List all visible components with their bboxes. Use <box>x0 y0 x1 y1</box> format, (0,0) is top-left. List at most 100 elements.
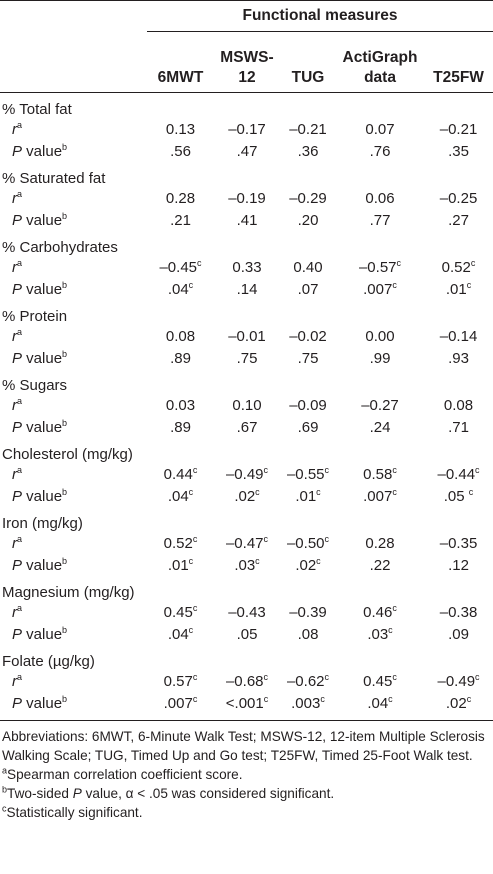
row-label-symbol: r <box>12 327 17 345</box>
cell-value: .02 <box>234 487 256 505</box>
cell-value: –0.55 <box>286 465 325 483</box>
cell-value: 0.52 <box>163 534 193 552</box>
p-value-row: P valueb .89 .75 .75 .99 .93 <box>0 347 493 369</box>
table-cell: .05 c <box>424 485 493 507</box>
cell-value: –0.39 <box>289 603 327 621</box>
footnote-text: Spearman correlation coefficient score. <box>7 767 243 782</box>
cell-value: 0.40 <box>293 258 323 276</box>
significance-mark: c <box>468 486 474 497</box>
cell-value: <.001 <box>225 694 264 712</box>
significance-mark: c <box>192 533 198 544</box>
significance-mark: c <box>263 671 269 682</box>
table-cell: 0.03 <box>147 394 214 416</box>
row-label: ra <box>0 601 147 623</box>
footnotes: Abbreviations: 6MWT, 6-Minute Walk Test;… <box>0 721 493 822</box>
table-cell: .89 <box>147 347 214 369</box>
table-cell: –0.47c <box>214 532 280 554</box>
row-label-mark: b <box>62 693 68 704</box>
significance-mark: c <box>263 464 269 475</box>
cell-value: .76 <box>369 142 391 160</box>
cell-value: .007 <box>363 487 393 505</box>
cell-value: 0.28 <box>365 534 395 552</box>
group-label: % Carbohydrates <box>2 239 118 256</box>
cell-value: 0.10 <box>232 396 262 414</box>
group-row: % Sugars <box>0 369 493 394</box>
row-label-mark: a <box>17 326 23 337</box>
cell-value: –0.09 <box>289 396 327 414</box>
table-cell: .07 <box>280 278 336 300</box>
row-label-mark: b <box>62 417 68 428</box>
p-value-row: P valueb .89 .67 .69 .24 .71 <box>0 416 493 438</box>
group-label: % Sugars <box>2 377 68 394</box>
row-label-symbol: P <box>12 418 23 436</box>
table-cell: .35 <box>424 140 493 162</box>
table-cell: 0.52c <box>147 532 214 554</box>
table-cell: 0.10 <box>214 394 280 416</box>
table-cell: .22 <box>336 554 424 576</box>
cell-value: .04 <box>167 487 189 505</box>
group-row: Cholesterol (mg/kg) <box>0 438 493 463</box>
table-cell: 0.45c <box>336 670 424 692</box>
cell-value: –0.17 <box>228 120 266 138</box>
significance-mark: c <box>188 624 194 635</box>
cell-value: .56 <box>170 142 191 160</box>
cell-value: –0.29 <box>289 189 327 207</box>
significance-mark: c <box>316 486 321 497</box>
table-cell: –0.09 <box>280 394 336 416</box>
significance-mark: c <box>388 693 393 704</box>
significance-mark: c <box>392 486 397 497</box>
row-label: ra <box>0 532 147 554</box>
significance-mark: c <box>263 533 269 544</box>
row-label: ra <box>0 118 147 140</box>
footnote-text-italic: P <box>72 786 82 801</box>
table-cell: –0.27 <box>336 394 424 416</box>
cell-value: .69 <box>297 418 319 436</box>
table-cell: –0.02 <box>280 325 336 347</box>
cell-value: –0.62 <box>286 672 325 690</box>
row-label-text: value <box>22 556 63 574</box>
cell-value: –0.43 <box>228 603 266 621</box>
significance-mark: c <box>475 671 480 682</box>
footnote-mark: c <box>2 803 7 814</box>
row-label-symbol: r <box>12 258 17 276</box>
group-label: Folate (µg/kg) <box>2 653 95 670</box>
table-cell: .93 <box>424 347 493 369</box>
row-label-mark: b <box>62 279 68 290</box>
row-label: P valueb <box>0 692 147 721</box>
cell-value: .71 <box>448 418 469 436</box>
significance-mark: c <box>197 257 202 268</box>
cell-value: –0.21 <box>289 120 327 138</box>
row-label-symbol: P <box>12 280 23 298</box>
row-label-symbol: r <box>12 120 17 138</box>
column-header-line2: data <box>364 69 396 86</box>
row-label: ra <box>0 325 147 347</box>
significance-mark: c <box>475 464 480 475</box>
table-cell: –0.17 <box>214 118 280 140</box>
significance-mark: c <box>324 671 330 682</box>
row-label-text: value <box>22 694 63 712</box>
table-cell: 0.00 <box>336 325 424 347</box>
column-header: TUG <box>280 32 336 93</box>
cell-value: .12 <box>448 556 469 574</box>
table-cell: .24 <box>336 416 424 438</box>
group-label: Cholesterol (mg/kg) <box>2 446 133 463</box>
row-label-symbol: r <box>12 465 17 483</box>
cell-value: .04 <box>367 694 389 712</box>
r-row: ra 0.52c –0.47c –0.50c 0.28 –0.35 <box>0 532 493 554</box>
cell-value: 0.07 <box>365 120 395 138</box>
p-value-row: P valueb .04c .14.07.007c .01c <box>0 278 493 300</box>
table-cell: .01c <box>280 485 336 507</box>
table-cell: –0.01 <box>214 325 280 347</box>
significance-mark: c <box>192 693 198 704</box>
r-row: ra 0.57c –0.68c –0.62c 0.45c –0.49c <box>0 670 493 692</box>
table-cell: .47 <box>214 140 280 162</box>
table-cell: .76 <box>336 140 424 162</box>
cell-value: .75 <box>297 349 319 367</box>
row-label-text: value <box>22 487 63 505</box>
cell-value: 0.52 <box>441 258 471 276</box>
table-cell: .89 <box>147 416 214 438</box>
p-value-row: P valueb .04c .05.08.03c .09 <box>0 623 493 645</box>
cell-value: –0.49 <box>225 465 264 483</box>
table-cell: .03c <box>336 623 424 645</box>
